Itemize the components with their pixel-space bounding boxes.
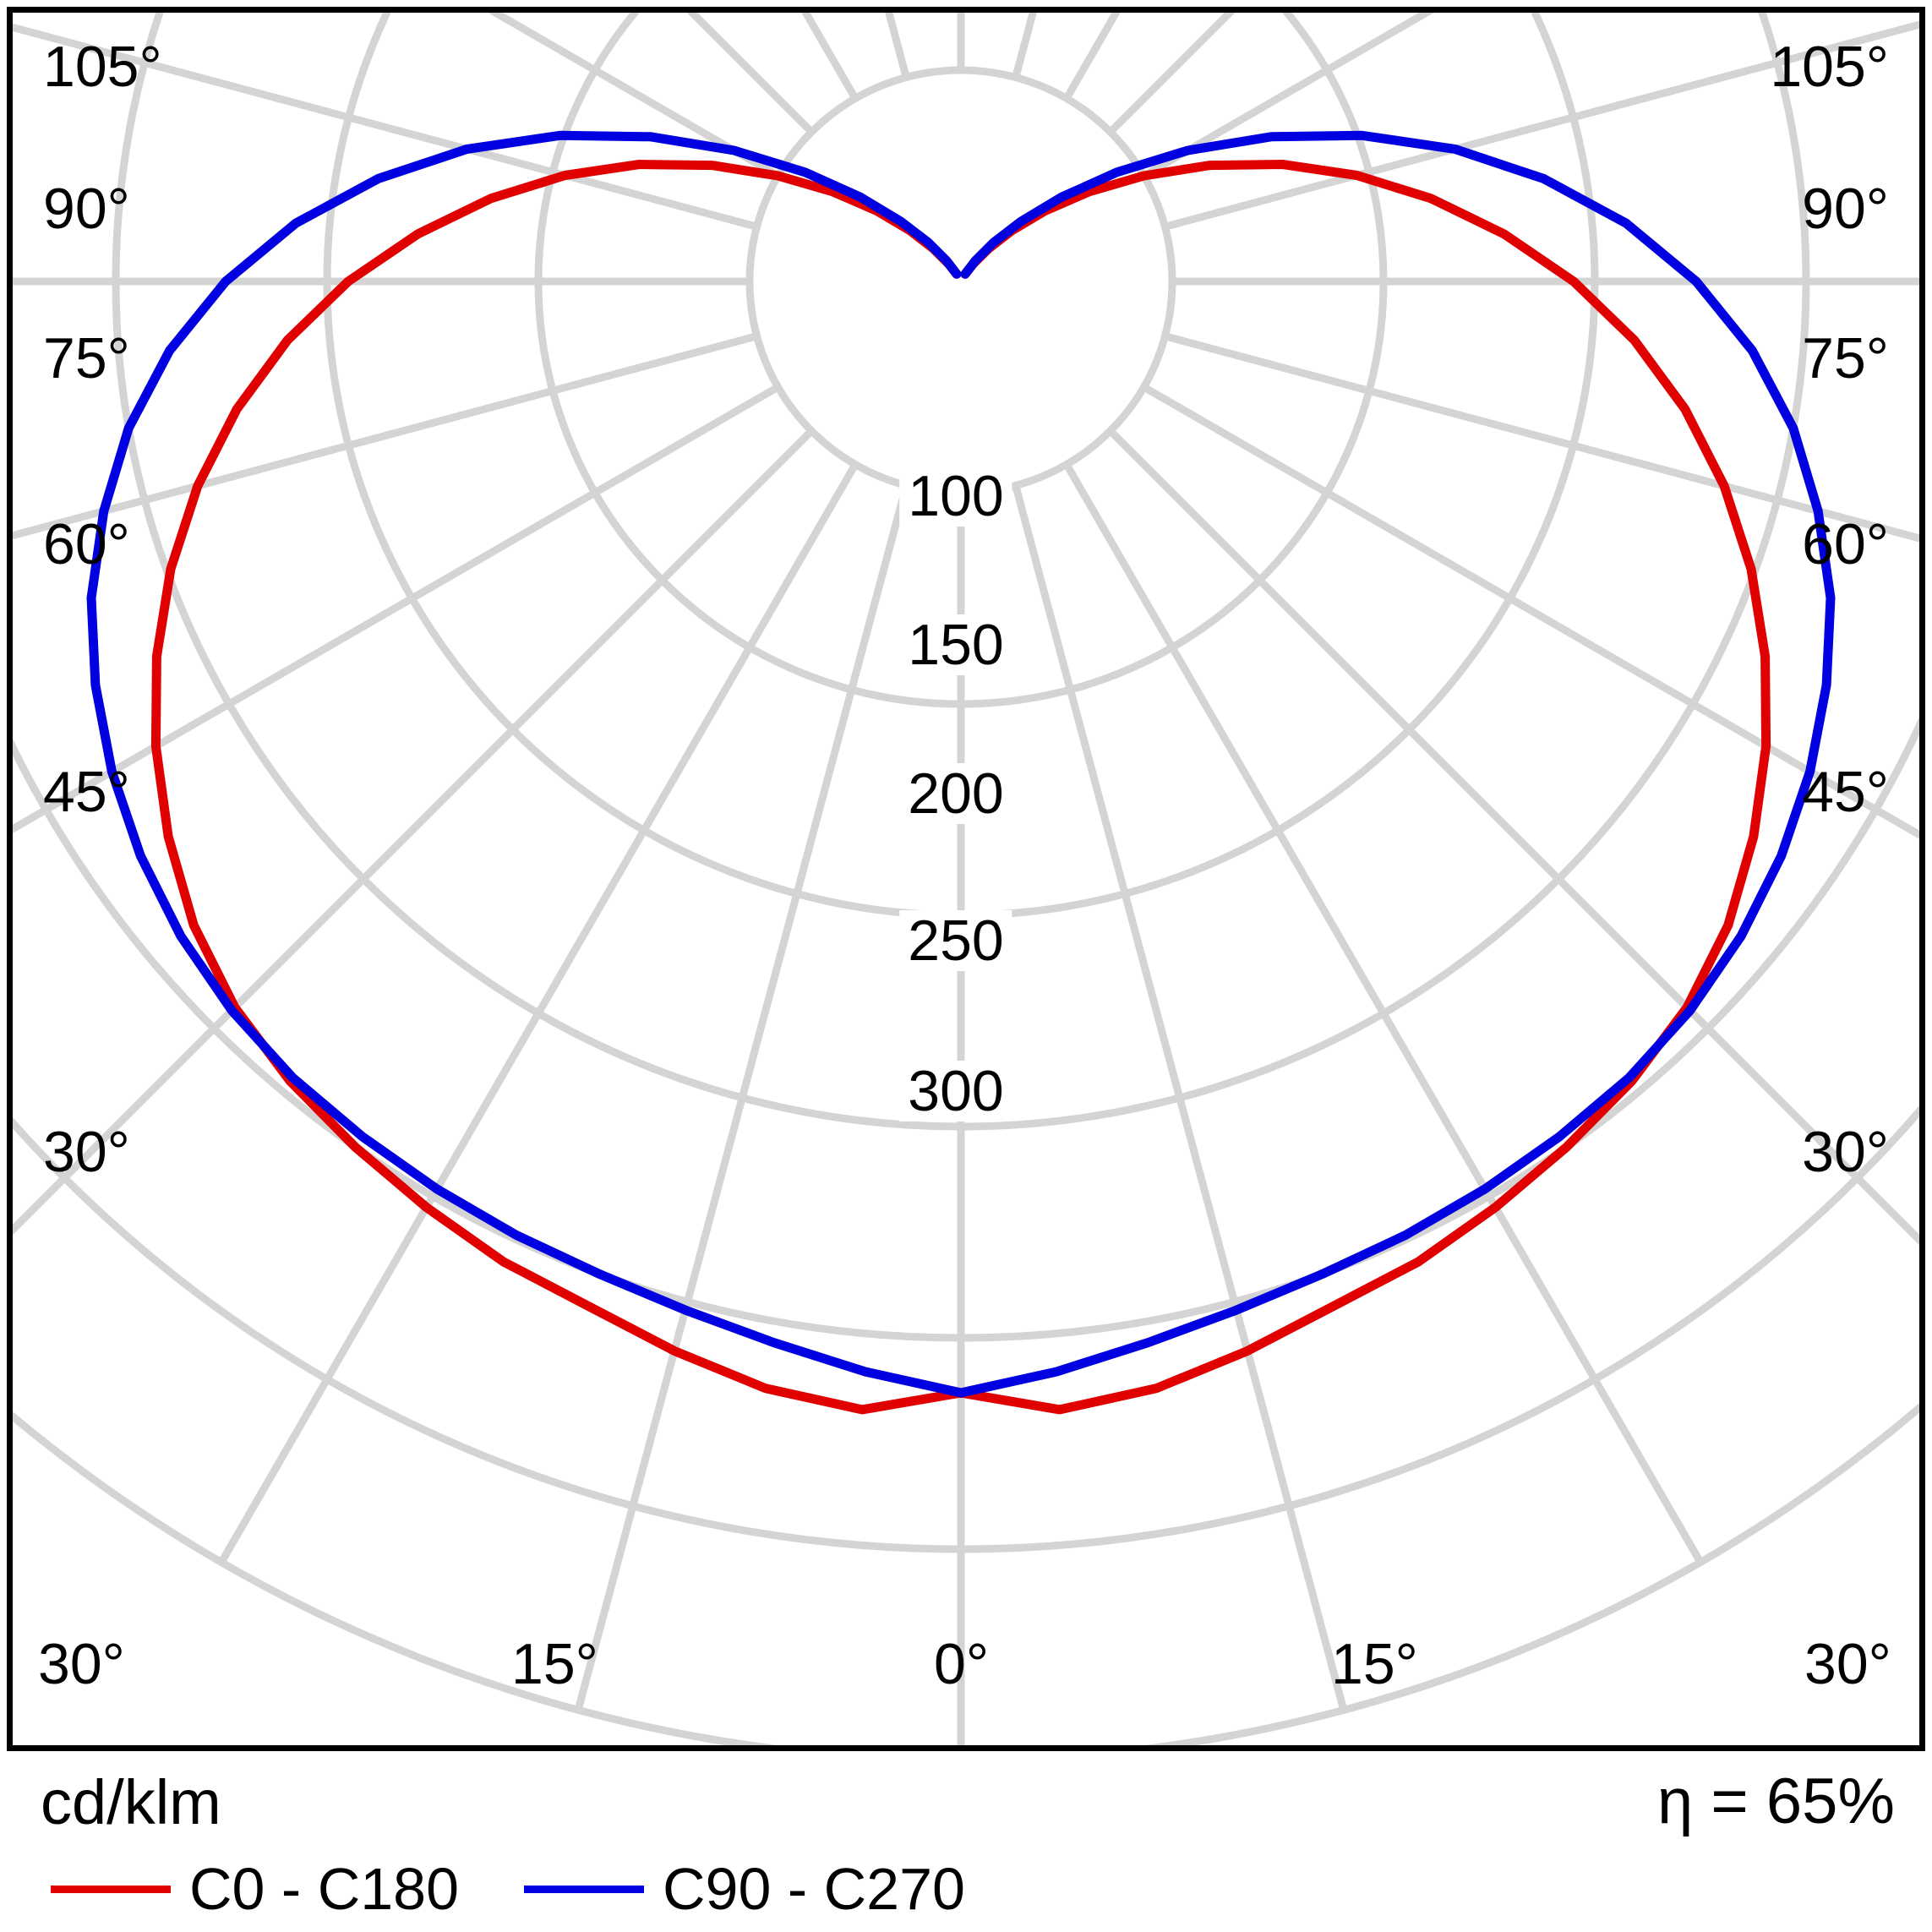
bottom-label-1: 15° bbox=[511, 1632, 598, 1696]
grid-spoke-r30 bbox=[1062, 461, 1705, 1567]
grid-spoke-r45 bbox=[1106, 427, 1919, 1246]
grid-spoke-l15 bbox=[574, 481, 910, 1714]
grid-spoke-l45 bbox=[13, 427, 816, 1236]
right-label-4: 45° bbox=[1802, 760, 1889, 824]
curve-c90-c270 bbox=[86, 130, 1836, 1398]
right-label-3: 60° bbox=[1802, 512, 1889, 576]
radial-label-300: 300 bbox=[899, 1061, 1012, 1122]
left-label-0: 105° bbox=[43, 35, 162, 99]
radial-label-200: 200 bbox=[899, 763, 1012, 824]
legend-label-c90-c270: C90 - C270 bbox=[663, 1856, 965, 1922]
legend-area: cd/klm η = 65% C0 - C180 C90 - C270 bbox=[0, 1751, 1932, 1932]
left-label-4: 45° bbox=[43, 760, 130, 824]
grid-spoke-r120 bbox=[1140, 13, 1434, 180]
left-label-3: 60° bbox=[43, 512, 130, 576]
right-label-2: 75° bbox=[1802, 326, 1889, 390]
radial-label-100: 100 bbox=[899, 466, 1012, 527]
legend-item-c90-c270[interactable]: C90 - C270 bbox=[524, 1859, 965, 1918]
right-label-0: 105° bbox=[1770, 35, 1889, 99]
bottom-label-2: 0° bbox=[934, 1632, 990, 1696]
grid-spoke-l60 bbox=[13, 383, 782, 833]
legend-swatch-c0-c180 bbox=[51, 1885, 171, 1893]
efficiency-label: η = 65% bbox=[1657, 1766, 1895, 1837]
radial-label-150: 150 bbox=[899, 614, 1012, 675]
left-label-1: 90° bbox=[43, 177, 130, 241]
bottom-label-4: 30° bbox=[1804, 1632, 1891, 1696]
grid-spoke-r105 bbox=[1160, 20, 1919, 231]
polar-grid-and-curves bbox=[13, 13, 1919, 1745]
legend-swatch-c90-c270 bbox=[524, 1885, 644, 1893]
grid-spoke-r75 bbox=[1160, 332, 1919, 543]
left-label-2: 75° bbox=[43, 326, 130, 390]
radial-label-250: 250 bbox=[899, 910, 1012, 971]
right-label-5: 30° bbox=[1802, 1120, 1889, 1184]
left-label-5: 30° bbox=[43, 1120, 130, 1184]
grid-spoke-r60 bbox=[1140, 383, 1919, 839]
grid-spoke-l120 bbox=[488, 13, 782, 180]
units-label: cd/klm bbox=[41, 1767, 221, 1837]
right-label-1: 90° bbox=[1802, 177, 1889, 241]
grid-spoke-l75 bbox=[13, 332, 761, 540]
legend-item-c0-c180[interactable]: C0 - C180 bbox=[51, 1859, 459, 1918]
grid-spoke-l30 bbox=[217, 461, 860, 1567]
bottom-label-3: 15° bbox=[1331, 1632, 1418, 1696]
distribution-curves bbox=[86, 130, 1836, 1415]
polar-grid bbox=[13, 13, 1919, 1745]
plot-frame: 105° 90° 75° 60° 45° 30° 105° 90° 75° 60° 45° 30° … bbox=[7, 7, 1925, 1751]
bottom-label-0: 30° bbox=[38, 1632, 125, 1696]
grid-spoke-r15 bbox=[1012, 481, 1348, 1714]
legend-label-c0-c180: C0 - C180 bbox=[189, 1856, 460, 1922]
grid-spoke-l105 bbox=[13, 23, 761, 231]
